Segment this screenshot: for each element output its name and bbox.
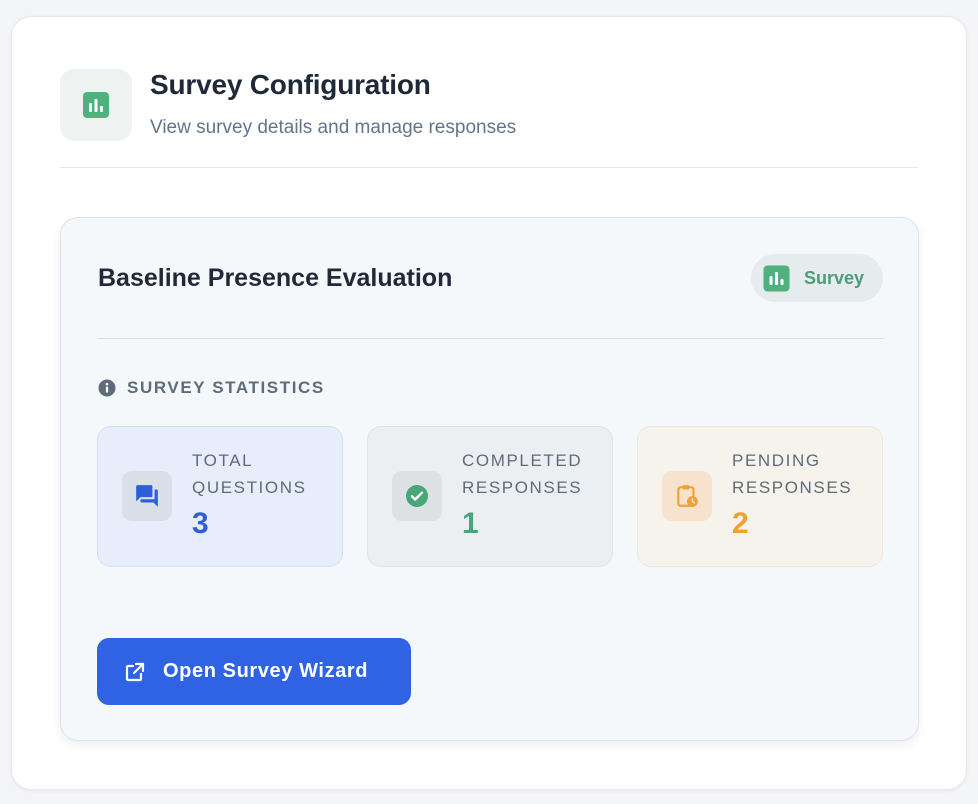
- card-divider: [98, 338, 884, 339]
- chat-bubbles-icon: [136, 485, 158, 507]
- bar-chart-icon: [763, 265, 790, 291]
- bar-chart-icon: [83, 92, 109, 118]
- survey-badge-label: Survey: [804, 267, 865, 288]
- stat-card-completed-responses: COMPLETED RESPONSES 1: [367, 426, 613, 567]
- stat-label: PENDING RESPONSES: [732, 451, 853, 497]
- info-icon: [98, 379, 116, 397]
- survey-configuration-panel: Survey Configuration View survey details…: [11, 16, 967, 790]
- open-external-icon: [125, 662, 145, 681]
- survey-type-badge: Survey: [751, 254, 883, 302]
- stat-card-pending-responses: PENDING RESPONSES 2: [637, 426, 883, 567]
- statistics-section-label: SURVEY STATISTICS: [127, 378, 325, 397]
- stat-value: 1: [462, 507, 479, 540]
- stat-label: TOTAL QUESTIONS: [192, 451, 307, 497]
- stat-icon-container: [122, 471, 172, 521]
- page-title: Survey Configuration: [150, 69, 431, 100]
- stat-value: 3: [192, 507, 209, 540]
- page-subtitle: View survey details and manage responses: [150, 117, 517, 138]
- stat-icon-container: [392, 471, 442, 521]
- stat-value: 2: [732, 507, 749, 540]
- header-icon-container: [60, 69, 132, 141]
- open-survey-wizard-button[interactable]: Open Survey Wizard: [97, 638, 411, 705]
- statistics-section-header: SURVEY STATISTICS: [98, 378, 325, 398]
- stat-icon-container: [662, 471, 712, 521]
- open-survey-wizard-label: Open Survey Wizard: [163, 660, 369, 682]
- stat-label: COMPLETED RESPONSES: [462, 451, 583, 497]
- survey-details-card: Baseline Presence Evaluation Survey SURV…: [60, 217, 919, 741]
- stat-card-total-questions: TOTAL QUESTIONS 3: [97, 426, 343, 567]
- clipboard-clock-icon: [677, 485, 698, 507]
- survey-name: Baseline Presence Evaluation: [98, 264, 453, 292]
- check-circle-icon: [406, 485, 428, 507]
- header-divider: [60, 167, 918, 168]
